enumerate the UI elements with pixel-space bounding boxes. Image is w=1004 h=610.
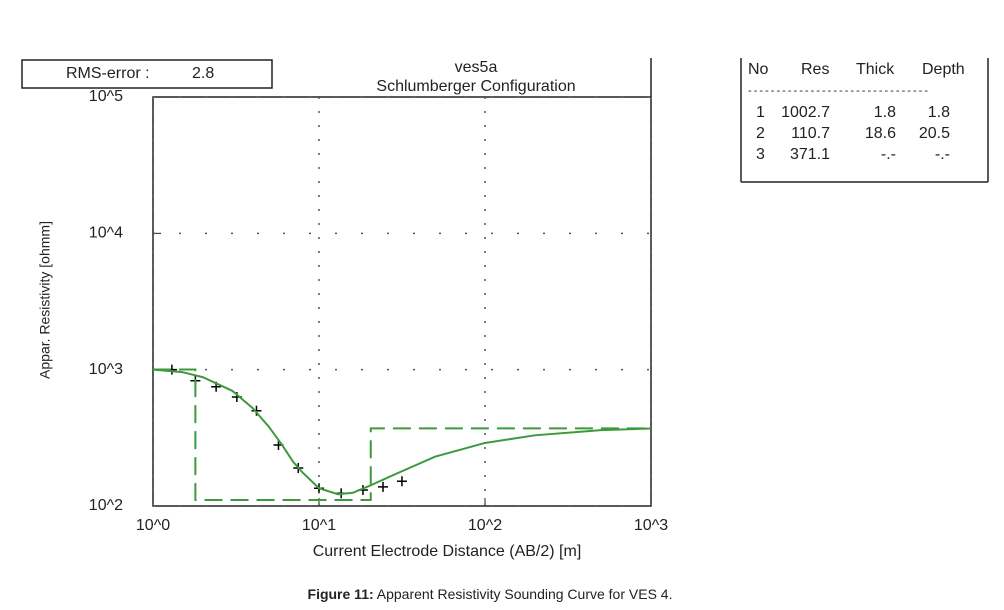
chart-subtitle: Schlumberger Configuration [376,78,575,95]
table-cell: 1.8 [874,104,896,121]
x-tick-label: 10^2 [468,517,502,534]
table-separator: -------------------------------- [748,85,928,97]
table-header: Res [801,61,829,78]
table-header: No [748,61,769,78]
table-cell: -.- [935,146,950,163]
y-tick-label: 10^4 [89,225,123,242]
table-cell: 110.7 [791,125,830,142]
table-cell: 371.1 [790,146,830,163]
table-cell: 2 [756,125,765,142]
table-cell: 1 [756,104,765,121]
caption-text: Apparent Resistivity Sounding Curve for … [374,586,673,602]
calculated-curve [152,368,652,496]
chart-title: ves5a [455,59,498,76]
table-cell: 1002.7 [781,104,830,121]
data-point [378,481,389,492]
y-tick-label: 10^3 [89,361,123,378]
caption: Figure 11: Apparent Resistivity Sounding… [308,586,673,602]
plot-frame [152,96,652,507]
table-header: Depth [922,61,965,78]
x-tick-label: 10^1 [302,517,336,534]
rms-label: RMS-error : [66,65,150,82]
table-cell: 18.6 [865,125,896,142]
table-header: Thick [856,61,895,78]
table-cell: -.- [881,146,896,163]
y-tick-label: 10^5 [89,88,123,105]
y-tick-label: 10^2 [89,497,123,514]
x-tick-label: 10^0 [136,517,170,534]
table-cell: 1.8 [928,104,950,121]
model-line [153,368,651,501]
caption-label: Figure 11: [308,586,374,602]
table-cell: 20.5 [919,125,950,142]
data-point [251,405,262,416]
x-axis-label: Current Electrode Distance (AB/2) [m] [313,543,582,560]
x-tick-label: 10^3 [634,517,668,534]
y-axis-label: Appar. Resistivity [ohmm] [37,221,53,379]
data-point [396,476,407,487]
rms-value: 2.8 [192,65,214,82]
table-cell: 3 [756,146,765,163]
rms-box [21,59,273,89]
